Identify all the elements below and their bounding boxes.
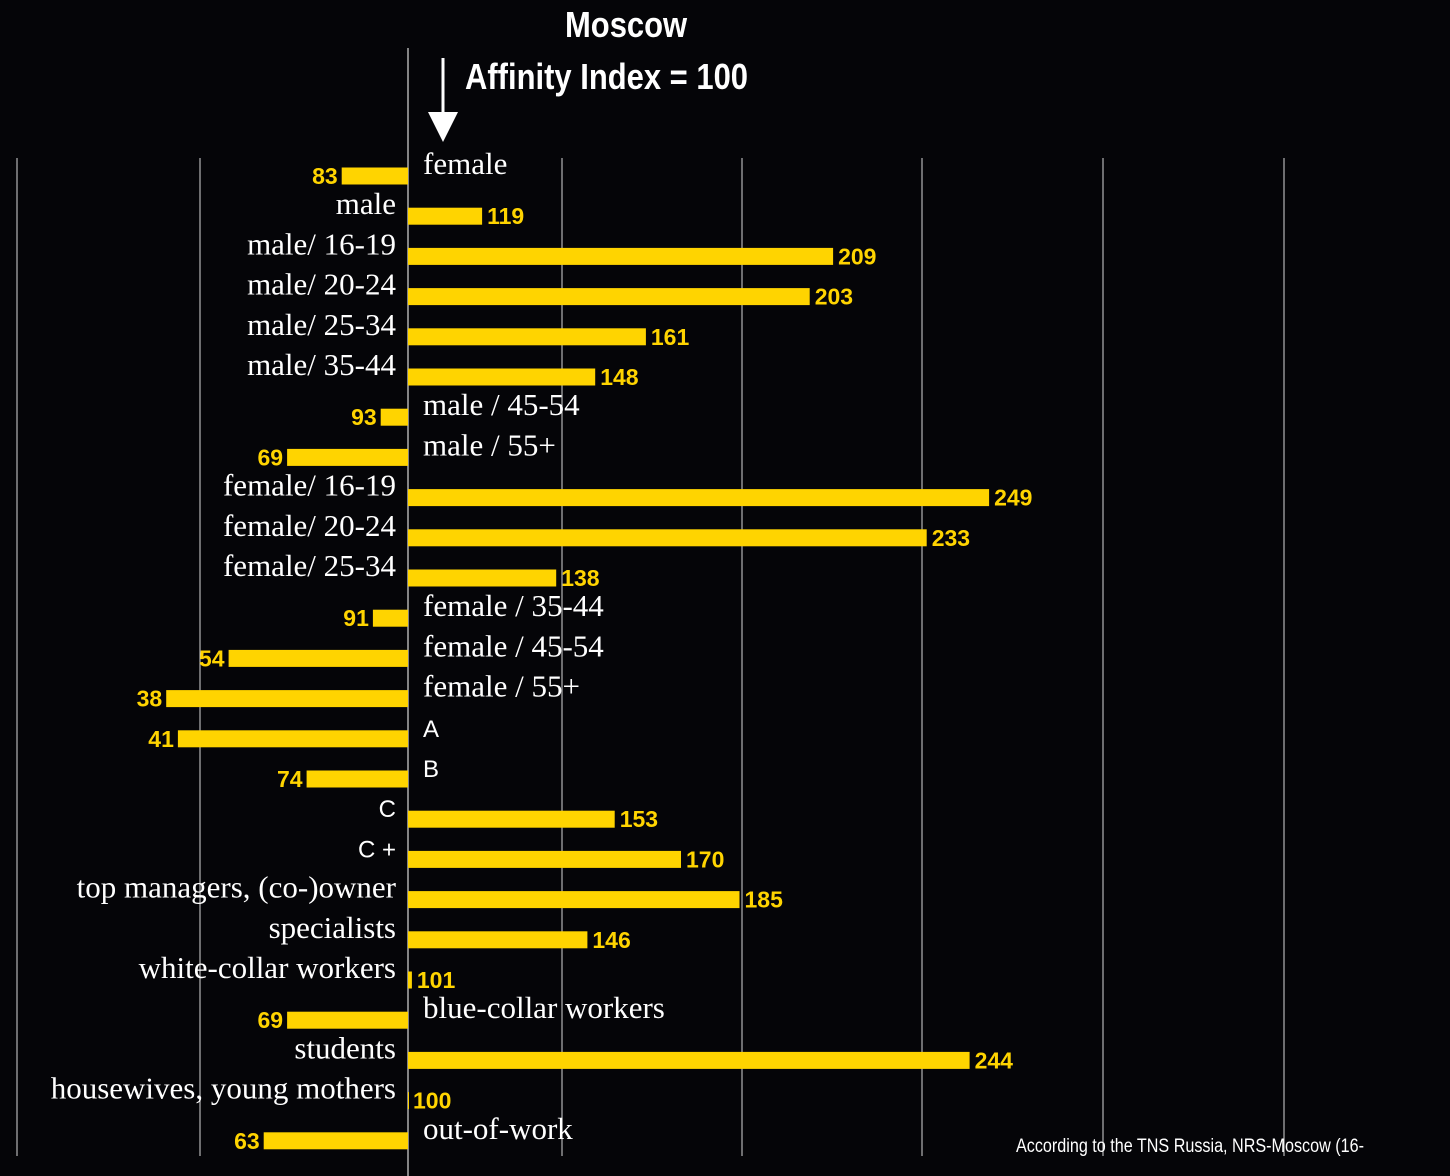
source-note: According to the TNS Russia, NRS-Moscow … [1016, 1136, 1364, 1157]
category-label-21: blue-collar workers [423, 990, 665, 1025]
category-label-3: male/ 20-24 [247, 267, 396, 302]
value-label-7: 69 [258, 444, 284, 470]
bar-10 [408, 569, 557, 587]
category-label-14: A [423, 716, 439, 743]
category-label-22: students [294, 1030, 396, 1065]
category-label-8: female/ 16-19 [223, 468, 396, 503]
category-label-13: female / 55+ [423, 669, 580, 704]
bar-13 [166, 690, 408, 708]
value-label-15: 74 [277, 766, 303, 792]
value-label-8: 249 [994, 485, 1032, 511]
bar-21 [287, 1011, 408, 1029]
value-label-0: 83 [312, 163, 338, 189]
bar-20 [408, 971, 412, 989]
bar-8 [408, 489, 990, 507]
bar-7 [287, 448, 408, 466]
category-label-5: male/ 35-44 [247, 347, 396, 382]
category-label-17: C + [358, 836, 396, 863]
category-label-18: top managers, (co-)owner [77, 870, 397, 905]
bar-17 [408, 850, 681, 868]
category-label-16: C [379, 796, 396, 823]
bar-0 [341, 167, 408, 185]
value-label-14: 41 [148, 726, 174, 752]
bar-11 [372, 609, 408, 627]
category-label-4: male/ 25-34 [247, 307, 396, 342]
value-label-3: 203 [815, 284, 853, 310]
category-label-1: male [336, 186, 396, 221]
category-label-15: B [423, 756, 439, 783]
bar-5 [408, 368, 596, 386]
value-label-12: 54 [199, 645, 225, 671]
category-label-6: male / 45-54 [423, 387, 580, 422]
bar-4 [408, 328, 646, 346]
value-label-4: 161 [651, 324, 690, 350]
bar-24 [263, 1132, 408, 1150]
value-label-6: 93 [351, 404, 377, 430]
bar-15 [306, 770, 408, 788]
value-label-18: 185 [745, 887, 784, 913]
category-label-23: housewives, young mothers [51, 1071, 396, 1106]
value-label-10: 138 [561, 565, 600, 591]
category-label-10: female/ 25-34 [223, 548, 397, 583]
bar-6 [380, 408, 408, 426]
chart-title: Moscow [565, 4, 688, 45]
bar-2 [408, 247, 834, 265]
value-label-2: 209 [838, 243, 876, 269]
value-label-5: 148 [600, 364, 639, 390]
arrow-down-icon [428, 112, 458, 142]
category-label-2: male/ 16-19 [247, 226, 396, 261]
chart-subtitle: Affinity Index = 100 [465, 56, 749, 97]
category-label-24: out-of-work [423, 1111, 573, 1146]
category-label-12: female / 45-54 [423, 628, 604, 663]
value-label-21: 69 [258, 1007, 284, 1033]
category-label-0: female [423, 146, 507, 181]
bar-9 [408, 529, 927, 547]
value-label-13: 38 [137, 686, 163, 712]
bar-3 [408, 288, 810, 306]
bar-22 [408, 1051, 970, 1069]
bar-1 [408, 207, 483, 225]
category-label-11: female / 35-44 [423, 588, 604, 623]
bar-16 [408, 810, 615, 828]
category-label-7: male / 55+ [423, 427, 556, 462]
value-label-23: 100 [413, 1088, 451, 1114]
value-label-19: 146 [592, 927, 630, 953]
value-label-20: 101 [417, 967, 456, 993]
value-label-17: 170 [686, 846, 724, 872]
bar-23 [408, 1092, 409, 1110]
category-label-19: specialists [269, 910, 396, 945]
bar-14 [177, 730, 408, 748]
value-label-1: 119 [487, 203, 524, 229]
value-label-24: 63 [234, 1128, 260, 1154]
bar-19 [408, 931, 588, 949]
bar-18 [408, 891, 740, 909]
category-label-20: white-collar workers [139, 950, 396, 985]
value-label-11: 91 [343, 605, 369, 631]
category-label-9: female/ 20-24 [223, 508, 397, 543]
value-label-16: 153 [620, 806, 658, 832]
bar-12 [228, 649, 408, 667]
value-label-22: 244 [975, 1047, 1014, 1073]
value-label-9: 233 [932, 525, 970, 551]
